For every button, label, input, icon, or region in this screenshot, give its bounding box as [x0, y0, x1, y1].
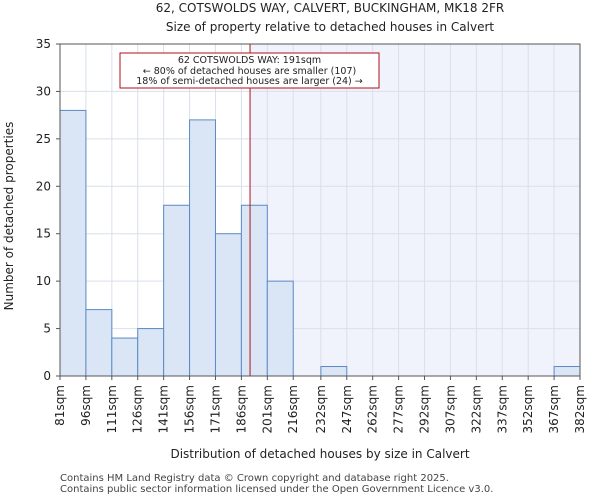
y-tick-label: 35 — [36, 37, 51, 51]
x-tick-label: 367sqm — [547, 385, 561, 433]
x-tick-label: 141sqm — [157, 385, 171, 433]
bar-367sqm — [553, 366, 581, 377]
y-tick-label: 20 — [36, 179, 51, 193]
x-tick-label: 216sqm — [286, 385, 300, 433]
x-tick-label: 337sqm — [495, 385, 509, 433]
annotation-line-1: 62 COTSWOLDS WAY: 191sqm — [178, 55, 321, 66]
bar-111sqm — [111, 337, 139, 377]
footer: Contains HM Land Registry data © Crown c… — [60, 473, 493, 495]
bar-96sqm — [85, 309, 113, 377]
footer-line-1: Contains HM Land Registry data © Crown c… — [60, 473, 449, 484]
annotation-frame — [119, 52, 380, 89]
y-tick-label: 5 — [43, 322, 51, 336]
x-tick-label: 352sqm — [521, 385, 535, 433]
bar-201sqm — [266, 280, 294, 377]
x-tick-label: 382sqm — [573, 385, 587, 433]
x-tick-label: 277sqm — [392, 385, 406, 433]
x-tick-label: 232sqm — [314, 385, 328, 433]
x-tick-label: 126sqm — [131, 385, 145, 433]
x-axis-label: Distribution of detached houses by size … — [170, 447, 469, 461]
x-tick-label: 247sqm — [340, 385, 354, 433]
bar-126sqm — [137, 328, 165, 377]
x-tick-label: 81sqm — [53, 385, 67, 426]
x-tick-label: 111sqm — [105, 385, 119, 433]
bar-156sqm — [189, 119, 216, 377]
x-tick-label: 201sqm — [260, 385, 274, 433]
y-axis-ticks: 0 5 10 15 20 25 30 35 — [36, 37, 60, 383]
bar-232sqm — [320, 366, 348, 377]
x-tick-label: 171sqm — [208, 385, 222, 433]
y-tick-label: 10 — [36, 274, 51, 288]
chart-subtitle: Size of property relative to detached ho… — [166, 20, 495, 34]
x-tick-label: 156sqm — [183, 385, 197, 433]
annotation-line-3: 18% of semi-detached houses are larger (… — [136, 76, 363, 87]
y-tick-label: 0 — [43, 369, 51, 383]
x-axis-ticks: 81sqm 96sqm 111sqm 126sqm 141sqm 156sqm 171sqm… — [53, 376, 587, 433]
x-tick-label: 96sqm — [79, 385, 93, 426]
y-axis-label: Number of detached properties — [2, 122, 16, 311]
footer-line-2: Contains public sector information licen… — [60, 484, 494, 495]
x-tick-label: 292sqm — [418, 385, 432, 433]
x-tick-label: 186sqm — [234, 385, 248, 433]
y-tick-label: 15 — [36, 227, 51, 241]
bars — [59, 109, 581, 377]
bar-81sqm — [59, 109, 87, 377]
chart-title: 62, COTSWOLDS WAY, CALVERT, BUCKINGHAM, … — [156, 1, 504, 15]
bar-141sqm — [163, 204, 191, 377]
x-tick-label: 262sqm — [366, 385, 380, 433]
y-tick-label: 25 — [36, 132, 51, 146]
annotation-line-2: ← 80% of detached houses are smaller (10… — [143, 66, 356, 77]
highlight-region — [250, 44, 581, 376]
y-tick-label: 30 — [36, 84, 51, 98]
bar-186sqm — [240, 204, 268, 377]
annotation-box: 62 COTSWOLDS WAY: 191sqm ← 80% of detach… — [119, 52, 380, 89]
bar-171sqm — [214, 233, 242, 377]
x-tick-label: 307sqm — [443, 385, 457, 433]
x-tick-label: 322sqm — [469, 385, 483, 433]
plot-frame — [59, 43, 581, 377]
